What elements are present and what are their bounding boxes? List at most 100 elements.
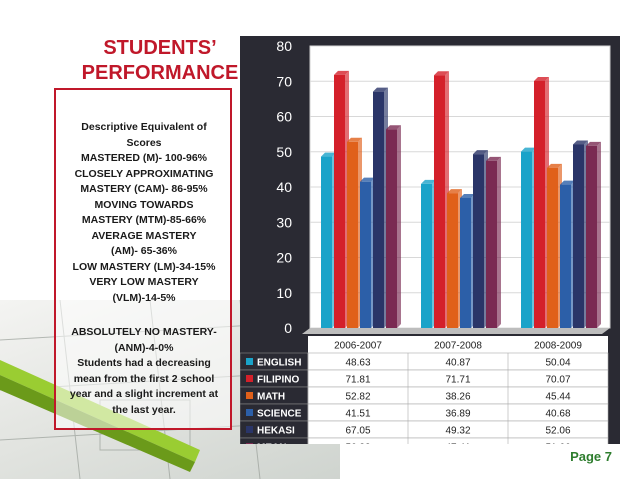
analysis-note: ABSOLUTELY NO MASTERY- (ANM)-4-0% Studen… bbox=[58, 325, 230, 418]
bar bbox=[547, 167, 558, 328]
bar-top bbox=[347, 137, 362, 142]
table-value: 38.26 bbox=[445, 392, 470, 403]
bar-side bbox=[597, 141, 601, 328]
bar-top bbox=[521, 147, 536, 152]
bar bbox=[473, 154, 484, 328]
bar-top bbox=[560, 180, 575, 185]
table-value: 45.44 bbox=[545, 392, 570, 403]
desc-line: CLOSELY APPROXIMATING bbox=[74, 167, 214, 180]
bar-side bbox=[397, 125, 401, 328]
bar bbox=[360, 181, 371, 328]
table-label-cell bbox=[240, 437, 309, 444]
score-descriptions: Descriptive Equivalent of Scores MASTERE… bbox=[58, 120, 230, 306]
y-tick-label: 20 bbox=[276, 250, 292, 266]
desc-line: VERY LOW MASTERY bbox=[89, 276, 199, 288]
bar-chart: 0 10 20 30 40 50 60 70 80 2006-2007 2007-2008 2008-… bbox=[240, 38, 611, 445]
bar bbox=[373, 91, 384, 329]
legend-series-name: ENGLISH bbox=[257, 358, 301, 369]
table-value: 50.04 bbox=[545, 358, 570, 369]
bar-top bbox=[460, 193, 475, 198]
desc-line: MASTERY (MTM)-85-66% bbox=[81, 214, 207, 226]
bar-top bbox=[473, 150, 488, 155]
table-value: 40.87 bbox=[445, 358, 470, 369]
y-tick-label: 60 bbox=[276, 109, 292, 125]
legend-series-name: SCIENCE bbox=[257, 409, 302, 420]
legend-swatch bbox=[246, 426, 253, 433]
x-category-label: 2007-2008 bbox=[434, 341, 482, 352]
y-tick-label: 40 bbox=[276, 179, 292, 195]
table-row bbox=[307, 437, 609, 444]
table-value: 70.07 bbox=[545, 375, 570, 386]
chart-floor bbox=[302, 328, 610, 334]
page-number: Page 7 bbox=[570, 449, 612, 464]
bar-top bbox=[486, 156, 501, 161]
desc-line: (VLM)-14-5% bbox=[112, 291, 176, 304]
legend-swatch bbox=[246, 358, 253, 365]
table-header-bg bbox=[308, 336, 608, 353]
y-tick-label: 50 bbox=[276, 144, 292, 160]
bar-top bbox=[573, 140, 588, 145]
note-line: (ANM)-4-0% bbox=[114, 341, 174, 354]
bar-top bbox=[373, 87, 388, 92]
legend-swatch bbox=[246, 443, 253, 444]
y-tick-label: 30 bbox=[276, 214, 292, 230]
bar bbox=[521, 151, 532, 328]
legend-swatch bbox=[246, 375, 253, 382]
bar-top bbox=[534, 77, 549, 82]
legend-series-name: MATH bbox=[257, 392, 285, 403]
bar-top bbox=[386, 125, 401, 130]
desc-line: MASTERED (M)- 100-96% bbox=[80, 152, 208, 164]
chart-panel: 0 10 20 30 40 50 60 70 80 2006-2007 2007-2008 2008-… bbox=[240, 36, 620, 444]
table-value: 36.89 bbox=[445, 409, 470, 420]
x-category-label: 2006-2007 bbox=[334, 341, 382, 352]
desc-line: Descriptive Equivalent of bbox=[81, 121, 207, 133]
table-value: 71.71 bbox=[445, 375, 470, 386]
desc-line: AVERAGE MASTERY bbox=[91, 229, 197, 242]
title-line-1: STUDENTS’ bbox=[103, 37, 217, 59]
table-value: 52.06 bbox=[545, 426, 570, 437]
x-category-label: 2008-2009 bbox=[534, 341, 582, 352]
bar bbox=[434, 75, 445, 328]
title-line-2: PERFORMANCE bbox=[81, 62, 239, 84]
note-line: Students had a decreasing bbox=[77, 357, 211, 369]
description-box bbox=[54, 88, 232, 430]
note-line: mean from the first 2 school bbox=[73, 372, 215, 385]
bar-top bbox=[434, 71, 449, 76]
bar bbox=[421, 183, 432, 328]
table-value: 56.38 bbox=[345, 443, 370, 445]
bar bbox=[560, 184, 571, 328]
bar bbox=[573, 144, 584, 328]
table-value: 52.82 bbox=[345, 392, 370, 403]
bar-top bbox=[321, 152, 336, 157]
bar bbox=[334, 74, 345, 328]
desc-line: (AM)- 65-36% bbox=[111, 245, 177, 257]
desc-line: Scores bbox=[126, 136, 162, 149]
note-line: ABSOLUTELY NO MASTERY- bbox=[71, 326, 217, 338]
desc-line: MOVING TOWARDS bbox=[94, 198, 194, 211]
table-value: 67.05 bbox=[345, 426, 370, 437]
bar bbox=[486, 160, 497, 328]
bar-top bbox=[360, 177, 375, 182]
bar-side bbox=[497, 156, 501, 328]
bar bbox=[321, 156, 332, 328]
desc-line: LOW MASTERY (LM)-34-15% bbox=[72, 260, 216, 273]
y-tick-label: 80 bbox=[276, 38, 292, 54]
legend-swatch bbox=[246, 392, 253, 399]
slide-title: STUDENTS’ PERFORMANCE bbox=[60, 36, 260, 86]
bar-top bbox=[547, 163, 562, 168]
y-tick-label: 10 bbox=[276, 285, 292, 301]
table-value: 51.66 bbox=[545, 443, 570, 445]
legend-series-name: HEKASI bbox=[257, 426, 295, 437]
bar-top bbox=[334, 70, 349, 75]
bar bbox=[386, 129, 397, 328]
desc-line: MASTERY (CAM)- 86-95% bbox=[80, 183, 208, 195]
table-value: 40.68 bbox=[545, 409, 570, 420]
y-tick-label: 0 bbox=[284, 320, 292, 336]
table-value: 49.32 bbox=[445, 426, 470, 437]
bar-top bbox=[447, 189, 462, 194]
bar bbox=[447, 193, 458, 328]
table-value: 41.51 bbox=[345, 409, 370, 420]
bar-top bbox=[586, 141, 601, 146]
table-value: 47.41 bbox=[445, 443, 470, 445]
table-value: 71.81 bbox=[345, 375, 370, 386]
